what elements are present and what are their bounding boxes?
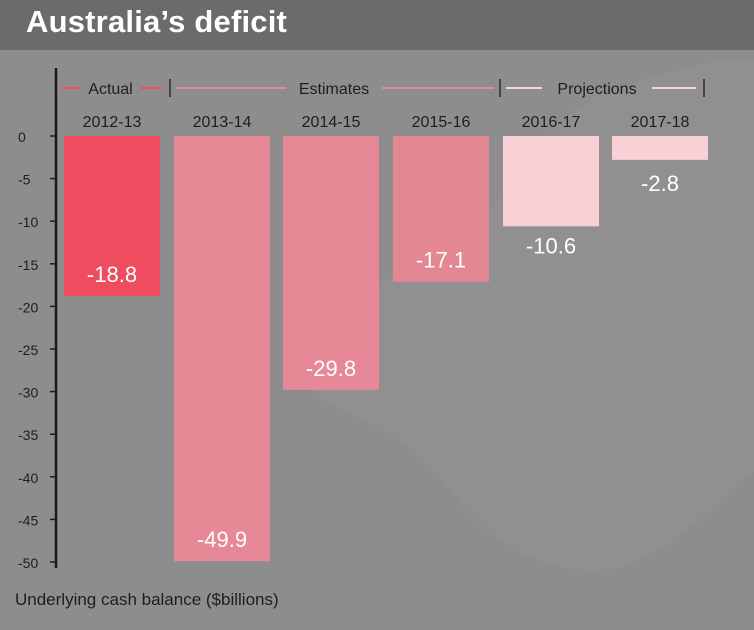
y-tick-label: -25: [18, 342, 38, 358]
category-label: 2017-18: [631, 114, 690, 131]
data-label: -49.9: [197, 527, 247, 552]
y-tick-label: -10: [18, 214, 38, 230]
group-label-projections: Projections: [557, 81, 636, 98]
bar-2015-16: [393, 136, 489, 282]
data-label: -2.8: [641, 171, 679, 196]
bar-2012-13: [64, 136, 160, 297]
bar-chart: 0 -5 -10 -15 -20 -25 -30 -35 -40 -45 -50 Actual Esti…: [18, 60, 754, 571]
data-label: -18.8: [87, 262, 137, 287]
category-label: 2016-17: [522, 114, 581, 131]
group-label-actual: Actual: [88, 81, 132, 98]
category-label: 2012-13: [83, 114, 142, 131]
y-tick-label: -40: [18, 470, 38, 486]
y-tick-label: -45: [18, 512, 38, 528]
y-tick-label: -50: [18, 555, 38, 571]
data-label: -29.8: [306, 356, 356, 381]
y-tick-label: 0: [18, 129, 26, 145]
category-label: 2014-15: [302, 114, 361, 131]
y-tick-label: -20: [18, 299, 38, 315]
australia-map-silhouette: [300, 60, 754, 571]
y-tick-label: -15: [18, 257, 38, 273]
category-label: 2013-14: [193, 114, 252, 131]
chart-title: Australia’s deficit: [26, 4, 288, 39]
bar-2014-15: [283, 136, 379, 390]
category-label: 2015-16: [412, 114, 471, 131]
data-label: -10.6: [526, 233, 576, 258]
title-bar: Australia’s deficit: [0, 0, 754, 50]
y-tick-label: -35: [18, 427, 38, 443]
y-tick-label: -5: [18, 172, 31, 188]
group-label-estimates: Estimates: [299, 81, 369, 98]
bar-2017-18: [612, 136, 708, 160]
bar-2013-14: [174, 136, 270, 562]
data-label: -17.1: [416, 248, 466, 273]
bar-2016-17: [503, 136, 599, 227]
y-tick-label: -30: [18, 385, 38, 401]
y-axis-label: Underlying cash balance ($billions): [15, 590, 279, 609]
